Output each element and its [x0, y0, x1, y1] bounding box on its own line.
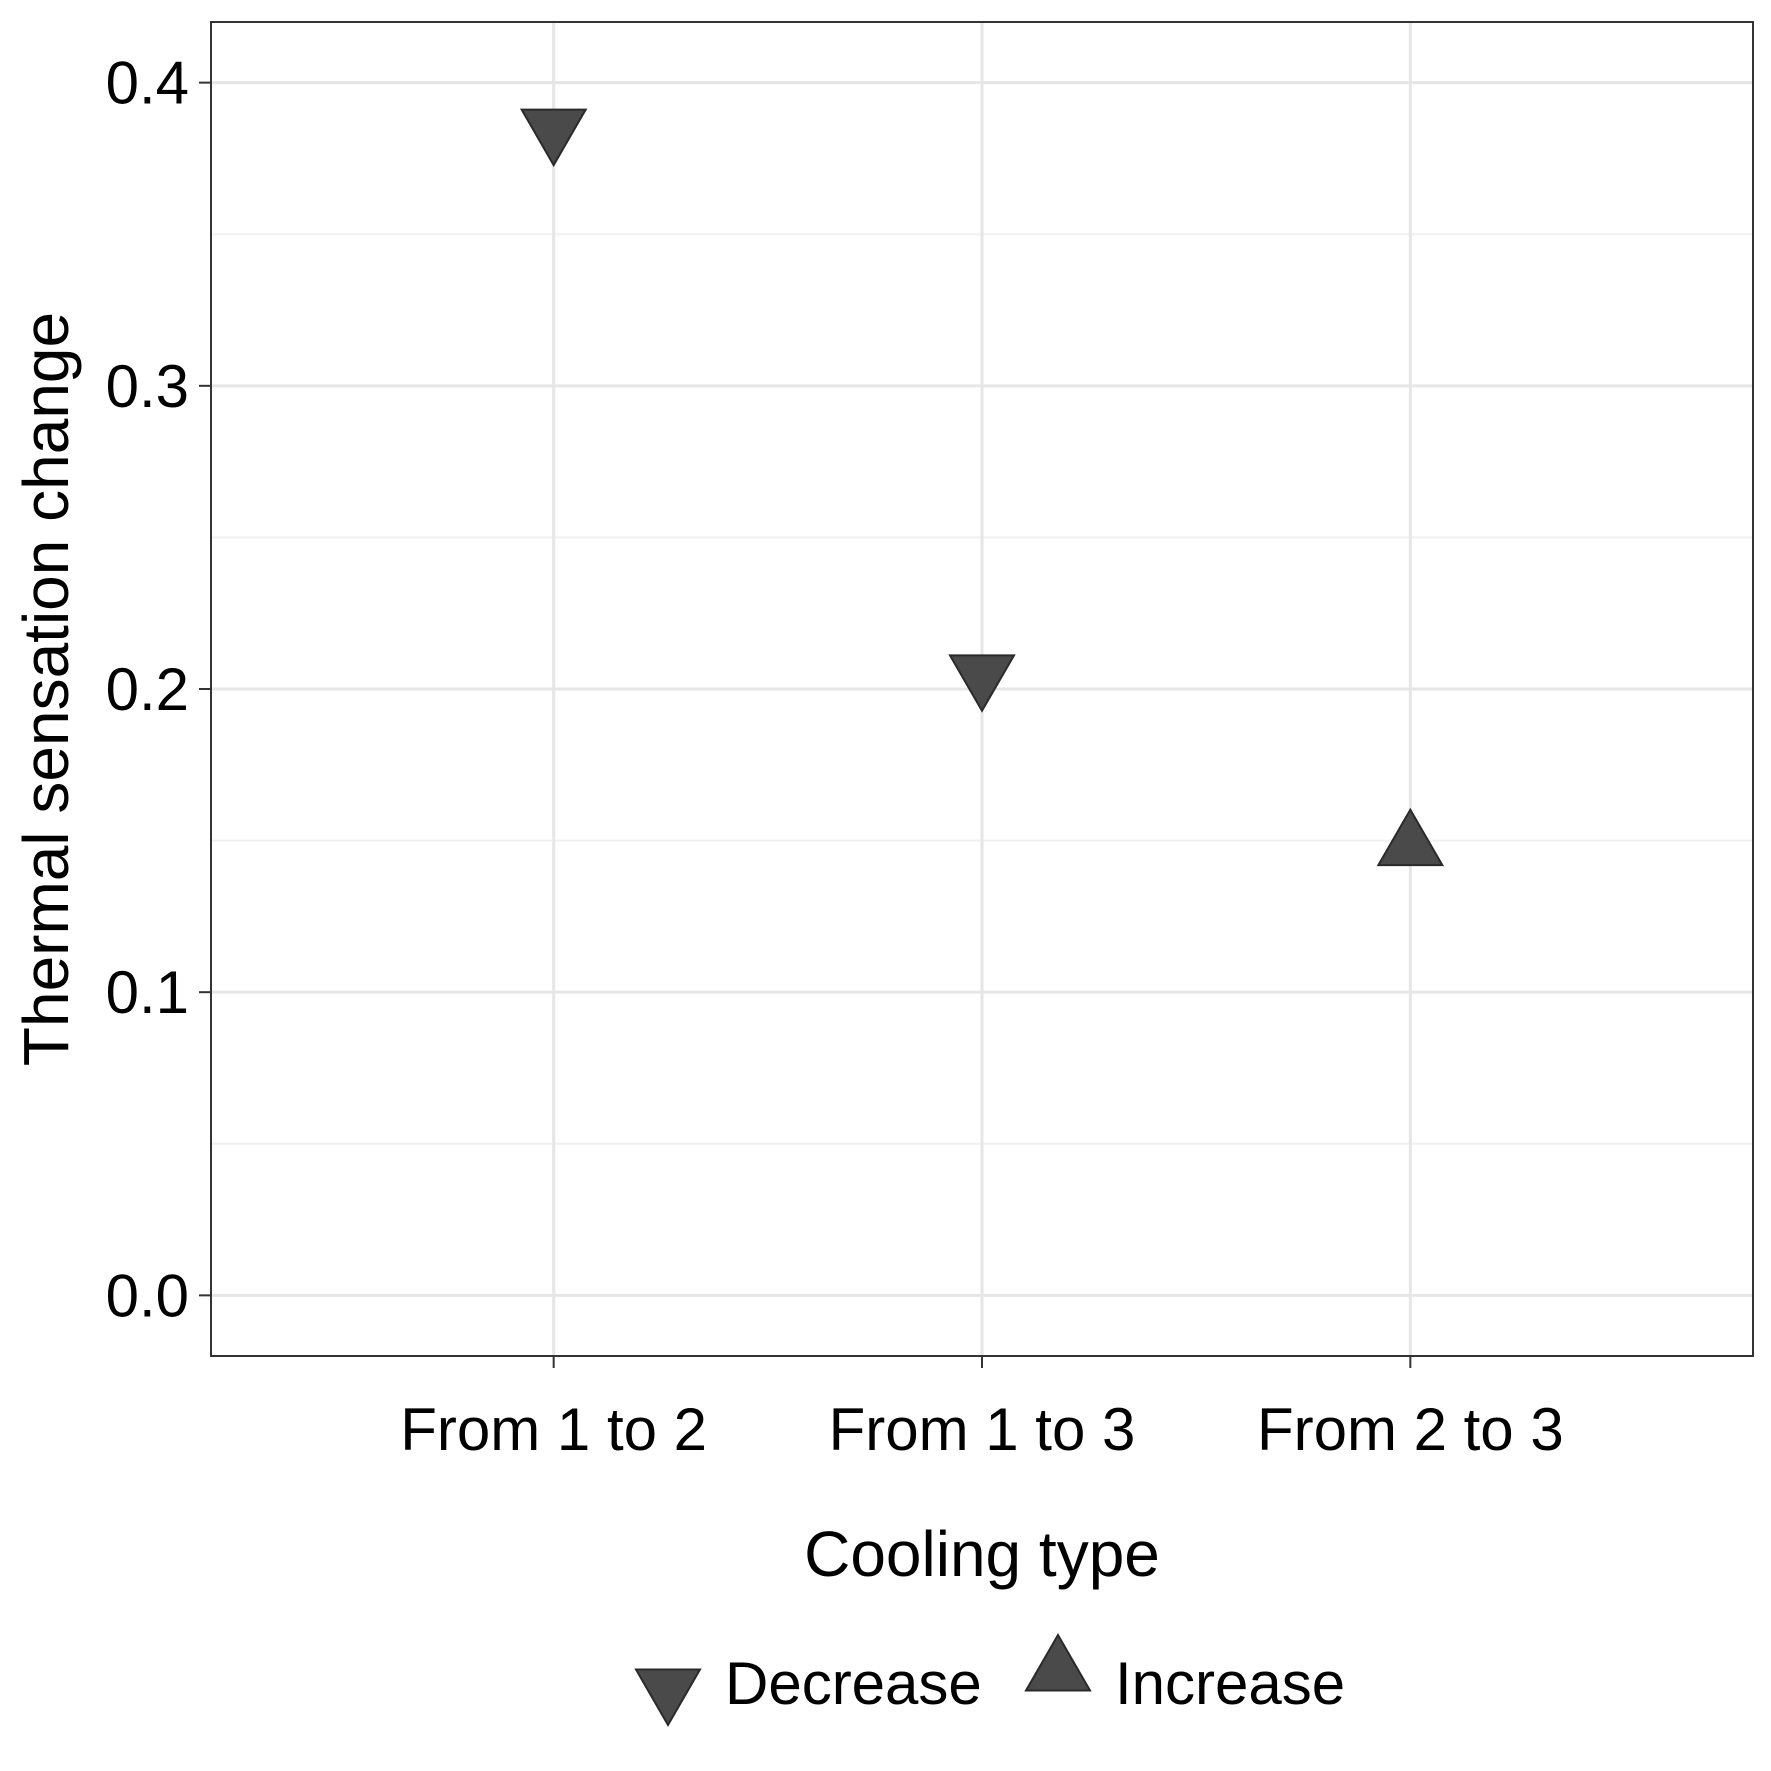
y-axis-ticks: 0.0 0.1 0.2 0.3 0.4: [106, 50, 211, 1329]
legend-decrease-icon: [634, 1668, 702, 1727]
x-tick-label: From 1 to 2: [400, 1396, 707, 1463]
legend: Decrease Increase: [634, 1633, 1345, 1727]
y-axis-title: Thermal sensation change: [10, 312, 82, 1066]
x-axis-title: Cooling type: [804, 1518, 1160, 1590]
y-tick-label: 0.1: [106, 959, 189, 1026]
marker-decrease: [519, 108, 588, 168]
y-tick-label: 0.4: [106, 50, 189, 117]
legend-label: Decrease: [725, 1650, 982, 1717]
marker-increase: [1376, 807, 1445, 867]
y-tick-label: 0.0: [106, 1262, 189, 1329]
x-tick-label: From 2 to 3: [1257, 1396, 1564, 1463]
x-tick-label: From 1 to 3: [829, 1396, 1136, 1463]
legend-label: Increase: [1115, 1650, 1345, 1717]
y-tick-label: 0.3: [106, 353, 189, 420]
data-markers: [519, 108, 1445, 867]
legend-increase-icon: [1024, 1633, 1092, 1692]
y-tick-label: 0.2: [106, 656, 189, 723]
x-axis-ticks: From 1 to 2 From 1 to 3 From 2 to 3: [400, 1356, 1564, 1463]
grid-major: [211, 22, 1753, 1356]
marker-decrease: [948, 654, 1016, 713]
